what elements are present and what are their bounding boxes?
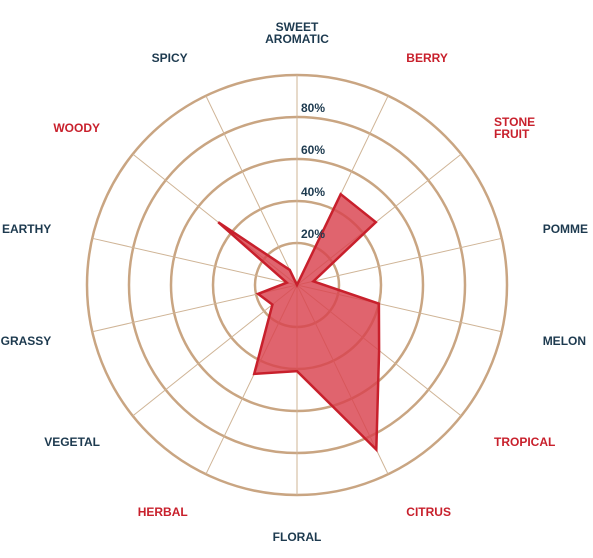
category-label-3: POMME bbox=[543, 222, 588, 236]
series-layer bbox=[217, 192, 381, 453]
tick-label: 80% bbox=[301, 101, 325, 115]
category-label-11: EARTHY bbox=[2, 222, 51, 236]
category-label-10: GRASSY bbox=[1, 334, 52, 348]
tick-labels: 20% 40% 60% 80% bbox=[301, 101, 325, 241]
category-label-4: MELON bbox=[543, 334, 586, 348]
category-labels: SWEET AROMATIC BERRY STONE FRUIT POMME MELON TR… bbox=[1, 20, 588, 544]
category-label-1: BERRY bbox=[406, 51, 448, 65]
grid-spoke bbox=[205, 95, 298, 286]
tick-label: 60% bbox=[301, 143, 325, 157]
tick-label: 20% bbox=[301, 227, 325, 241]
category-label-6: CITRUS bbox=[406, 505, 451, 519]
category-label-9: VEGETAL bbox=[44, 435, 100, 449]
category-label-8: HERBAL bbox=[138, 505, 188, 519]
category-label-13: SPICY bbox=[152, 51, 188, 65]
series-area bbox=[217, 192, 381, 453]
category-label-7: FLORAL bbox=[273, 530, 322, 544]
category-label-12: WOODY bbox=[53, 121, 100, 135]
grid-spoke bbox=[296, 237, 502, 286]
tick-label: 40% bbox=[301, 185, 325, 199]
grid-spoke bbox=[132, 284, 298, 417]
category-label-2: STONE FRUIT bbox=[494, 115, 535, 141]
category-label-5: TROPICAL bbox=[494, 435, 555, 449]
grid-spoke bbox=[92, 237, 298, 286]
category-label-0: SWEET AROMATIC bbox=[265, 20, 329, 46]
